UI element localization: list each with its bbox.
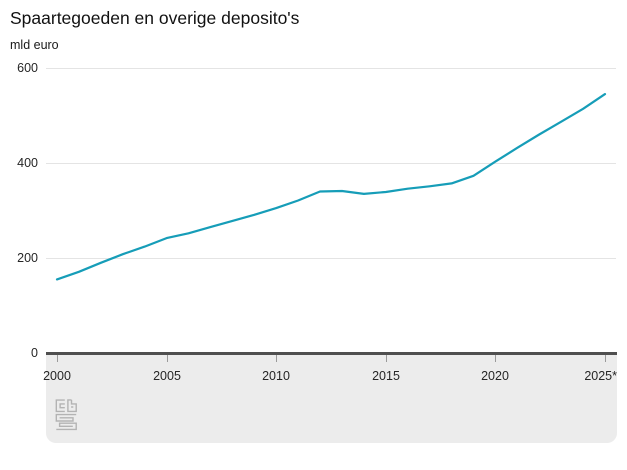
x-axis-label-2010: 2010 bbox=[262, 369, 290, 383]
chart-title: Spaartegoeden en overige deposito's bbox=[10, 8, 300, 28]
cbs-logo-c bbox=[55, 399, 65, 413]
cbs-logo-s bbox=[55, 413, 77, 431]
x-axis-tick-2010 bbox=[276, 355, 277, 362]
y-axis-label-200: 200 bbox=[17, 251, 38, 265]
x-axis-line bbox=[46, 352, 617, 355]
x-axis-label-2015: 2015 bbox=[372, 369, 400, 383]
x-axis-tick-2000 bbox=[57, 355, 58, 362]
y-axis-label-0: 0 bbox=[31, 346, 38, 360]
data-line-series[interactable] bbox=[55, 92, 607, 281]
x-axis-tick-2005 bbox=[167, 355, 168, 362]
cbs-logo-b bbox=[67, 399, 77, 413]
cbs-logo-icon bbox=[55, 399, 77, 431]
x-axis-tick-2025 bbox=[605, 355, 606, 362]
x-axis-label-2005: 2005 bbox=[153, 369, 181, 383]
gridline-y-600 bbox=[46, 68, 616, 69]
x-axis-tick-2015 bbox=[386, 355, 387, 362]
x-axis-footer-band bbox=[46, 355, 617, 443]
x-axis-label-2000: 2000 bbox=[43, 369, 71, 383]
x-axis-label-2025: 2025* bbox=[584, 369, 617, 383]
gridline-y-200 bbox=[46, 258, 616, 259]
y-axis-label-400: 400 bbox=[17, 156, 38, 170]
chart-unit-label: mld euro bbox=[10, 38, 59, 52]
x-axis-tick-2020 bbox=[495, 355, 496, 362]
y-axis-label-600: 600 bbox=[17, 61, 38, 75]
gridline-y-400 bbox=[46, 163, 616, 164]
x-axis-label-2020: 2020 bbox=[481, 369, 509, 383]
